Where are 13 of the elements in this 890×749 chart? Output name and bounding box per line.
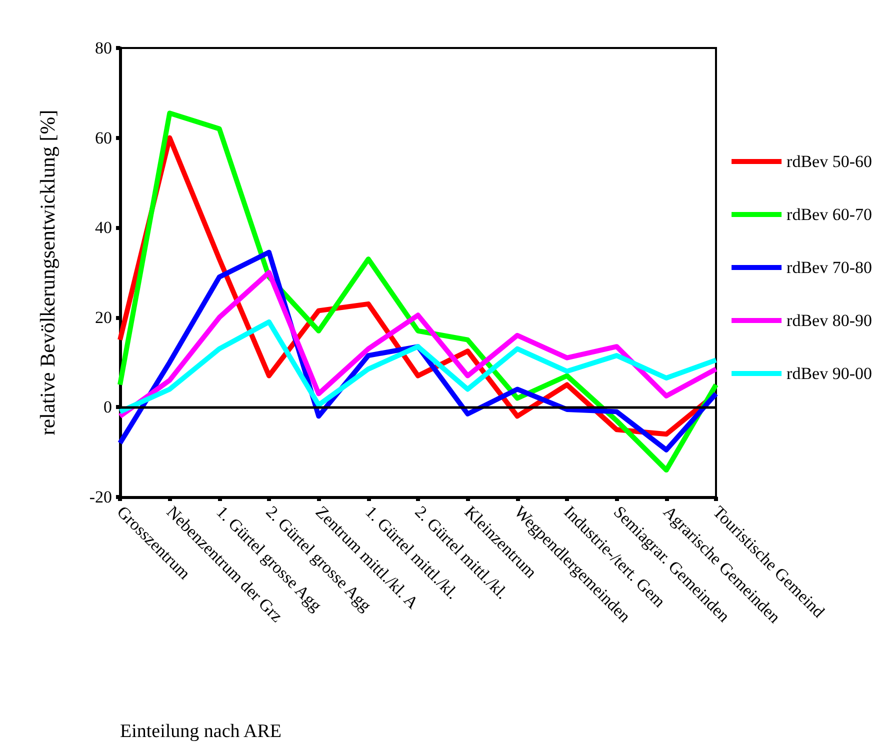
x-axis-title: Einteilung nach ARE <box>120 721 282 742</box>
y-tick-label: 20 <box>95 308 112 327</box>
y-axis-title: relative Bevölkerungsentwicklung [%] <box>36 110 60 436</box>
y-tick-label: 0 <box>104 398 112 417</box>
legend-label: rdBev 70-80 <box>786 258 872 277</box>
y-tick-label: 80 <box>95 38 112 58</box>
legend-label: rdBev 90-00 <box>786 364 872 383</box>
y-tick-label: -20 <box>89 488 112 506</box>
legend-label: rdBev 50-60 <box>786 152 872 171</box>
legend-label: rdBev 80-90 <box>786 311 872 330</box>
legend-label: rdBev 60-70 <box>786 205 872 224</box>
y-tick-label: 40 <box>95 218 112 238</box>
y-tick-label: 60 <box>95 128 112 148</box>
